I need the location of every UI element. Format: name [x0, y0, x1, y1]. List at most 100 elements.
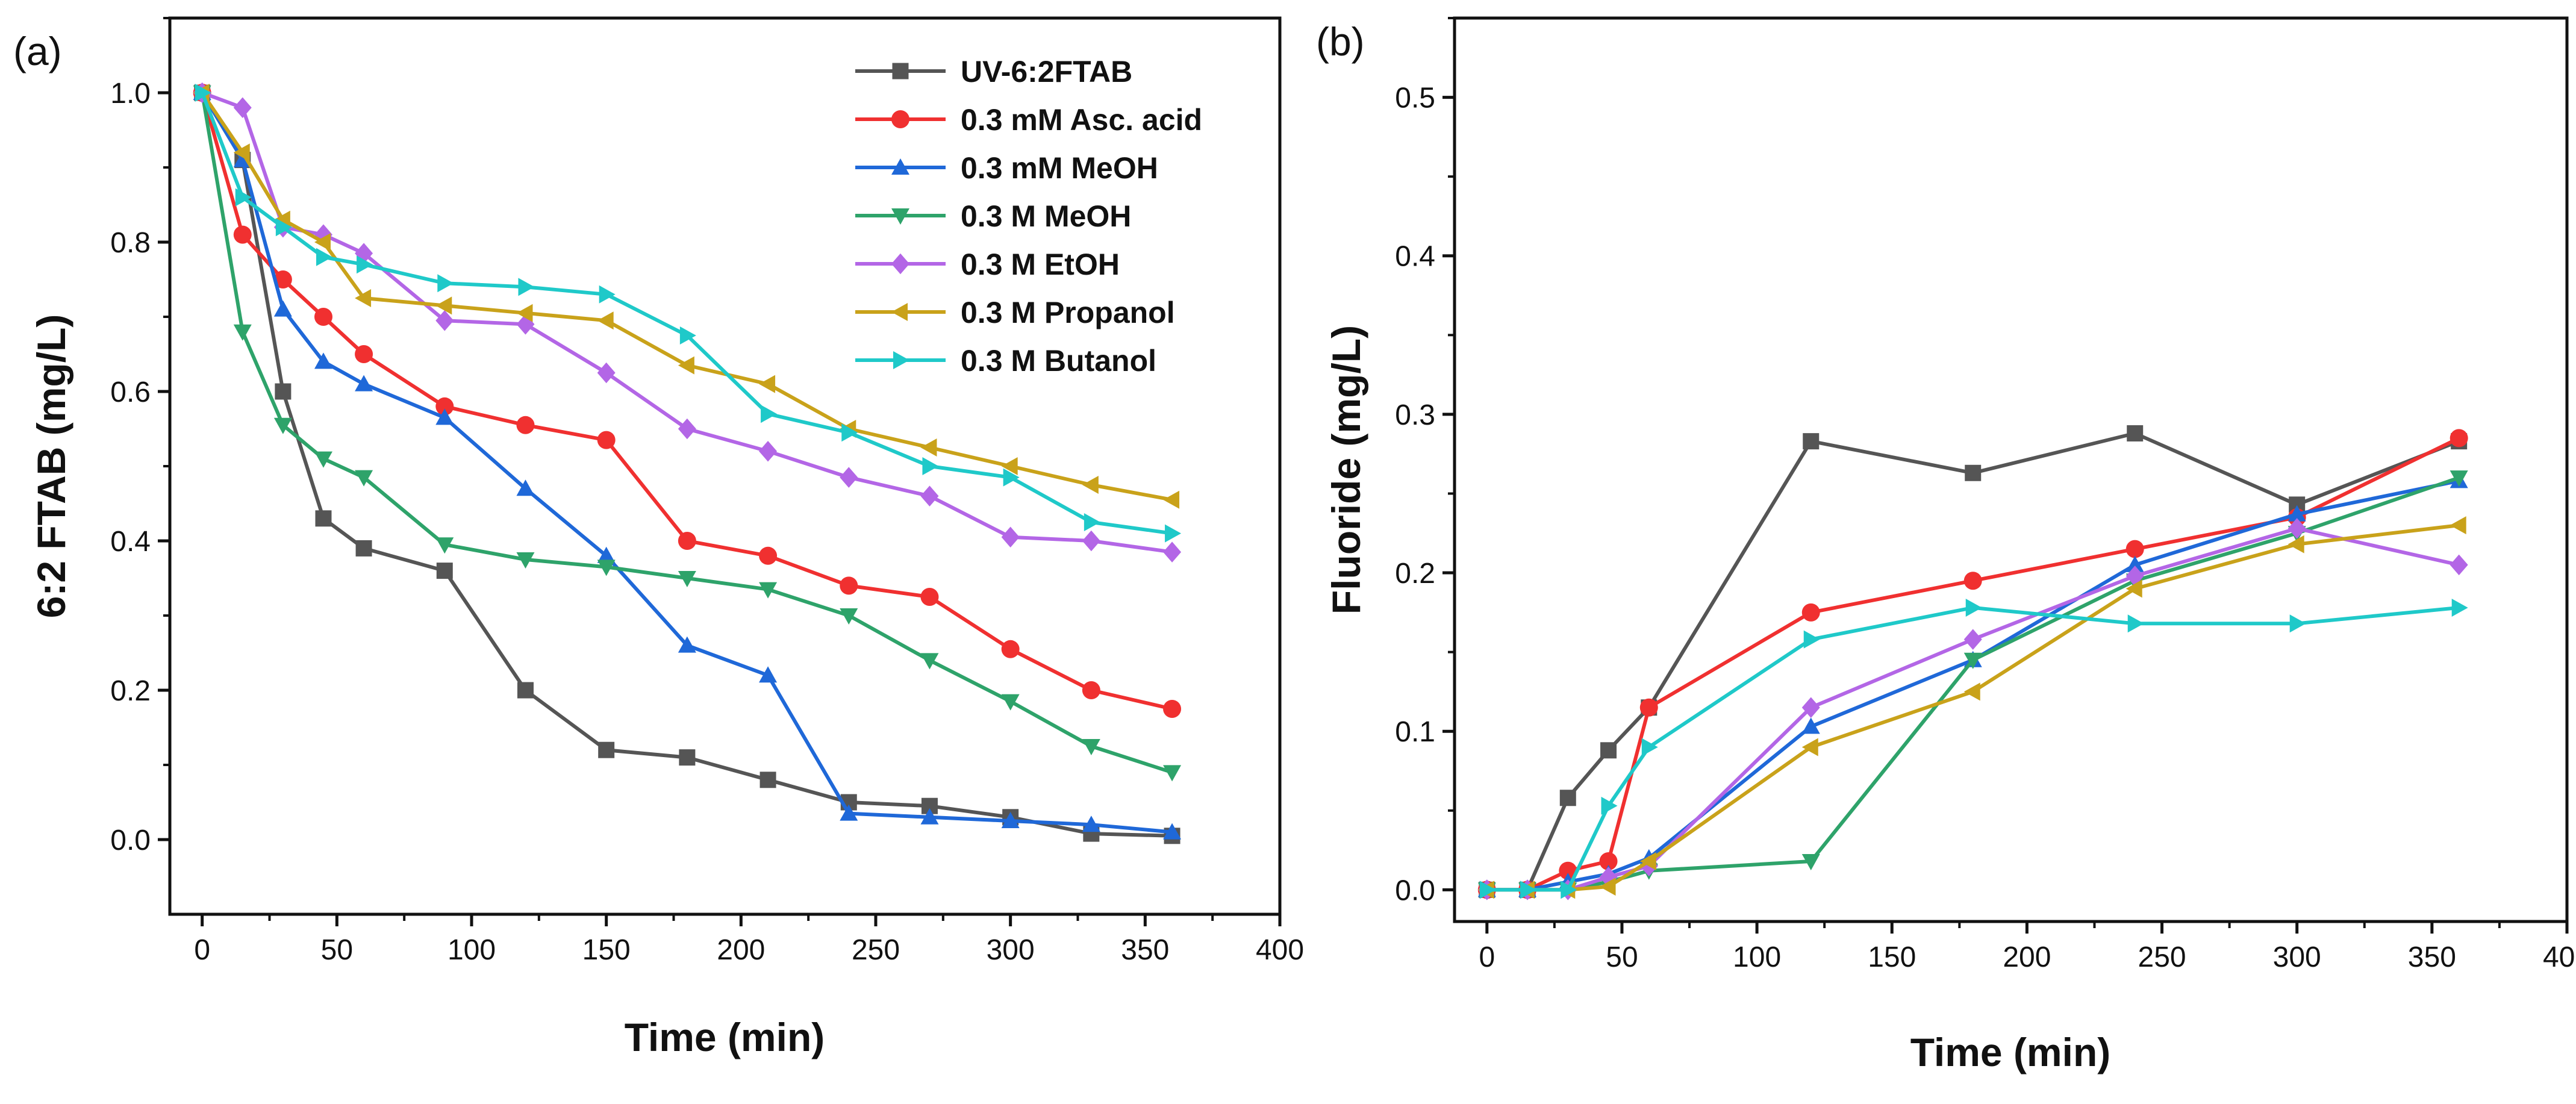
panel-a-series-6-point	[316, 248, 332, 266]
legend-entry-label: 0.3 M MeOH	[961, 199, 1131, 233]
panel-b-series-4-point	[2450, 554, 2468, 576]
panel-a-series-4-point	[1001, 526, 1020, 548]
panel-b-series-6-point	[1965, 598, 1982, 617]
panel-b-series-5-point	[2288, 535, 2304, 554]
panel-a-x-tick-label: 150	[582, 934, 631, 966]
panel-a-legend: UV-6:2FTAB 0.3 mM Asc. acid 0.3 mM MeOH 0.3…	[855, 55, 1202, 378]
panel-a-series-6-point	[518, 278, 535, 296]
panel-a-series-3-point	[355, 470, 373, 487]
panel-b-series-1-point	[1559, 861, 1577, 880]
panel-b-y-axis-title: Fluoride (mg/L)	[1324, 325, 1368, 614]
legend-entry-label: 0.3 mM MeOH	[961, 151, 1158, 185]
panel-a-series-6-point	[357, 255, 373, 274]
panel-a-series-2-point	[840, 804, 858, 821]
panel-a-series-2	[193, 84, 1182, 840]
panel-a-series-0-point	[436, 563, 453, 579]
panel-a-series-2-point	[920, 808, 939, 825]
panel-a-series-1-point	[314, 308, 332, 326]
panel-a-series-3-point	[678, 571, 696, 587]
panel-b-series-2-point	[2288, 505, 2306, 522]
panel-b-x-tick-label: 250	[2138, 941, 2186, 973]
panel-a-series-5-point	[516, 304, 533, 322]
panel-b-series-3-line	[1486, 476, 2460, 892]
panel-b-series-6-point	[1601, 796, 1618, 815]
panel-a-series-3-point	[1163, 765, 1182, 782]
panel-b-y-tick-label: 0.4	[1395, 241, 1435, 273]
panel-a-series-2-point	[759, 666, 778, 683]
panel-b-series-0-point	[2127, 425, 2144, 441]
panel-a-series-5	[193, 84, 1180, 509]
panel-a-series-1-point	[1163, 700, 1182, 718]
panel-a-series-3-point	[273, 417, 292, 434]
panel-b-x-tick-label: 400	[2543, 941, 2576, 973]
panel-b-series-3-point	[2450, 470, 2468, 487]
panel-a-y-axis-title: 6:2 FTAB (mg/L)	[29, 314, 73, 619]
panel-b-series-1-point	[1599, 852, 1618, 870]
panel-b-series-4-point	[2288, 518, 2306, 539]
panel-a-series-6-point	[437, 274, 454, 293]
panel-a-series-6-point	[1165, 524, 1182, 543]
panel-a-series-6	[195, 84, 1182, 543]
panel-b-series-4-point	[1963, 629, 1982, 650]
panel-b-y-tick-label: 0.2	[1395, 558, 1435, 590]
panel-a-x-tick-label: 400	[1256, 934, 1304, 966]
panel-b-series-5-point	[1801, 738, 1818, 756]
panel-a-series-6-point	[922, 457, 939, 475]
panel-a-series-4-point	[233, 97, 252, 119]
panel-a-series-3-point	[233, 324, 252, 341]
panel-a-series-6-point	[599, 285, 616, 304]
panel-b-series-4-point	[1801, 697, 1820, 718]
panel-a-series-1-line	[200, 92, 1173, 711]
panel-b-y-tick-label: 0.1	[1395, 716, 1435, 748]
panel-b-fluoride-chart: (b) 0 50 100 150 200 250 300 350 400 0.0 0.1 0.2 0.3…	[1316, 16, 2576, 1074]
panel-a-series-4-point	[678, 418, 696, 440]
panel-b-series-1-point	[1639, 698, 1658, 717]
legend-swatch-marker	[892, 63, 909, 80]
panel-a-y-tick-label: 0.4	[110, 526, 151, 558]
panel-a-series-4-point	[435, 310, 454, 331]
panel-a-series-3-point	[759, 582, 778, 599]
panel-b-x-tick-label: 100	[1733, 941, 1781, 973]
panel-a-series-1-point	[355, 345, 373, 363]
panel-b-series-0-point	[1600, 742, 1617, 759]
panel-a-y-tick-label: 0.0	[110, 825, 151, 856]
panel-b-x-axis-title: Time (min)	[1910, 1030, 2110, 1074]
panel-a-series-1-point	[597, 431, 616, 449]
panel-a-series-4-point	[920, 485, 939, 507]
panel-b-x-tick-label: 50	[1606, 941, 1638, 973]
panel-a-series-0-point	[679, 749, 696, 766]
panel-a-series-3-point	[435, 537, 454, 554]
panel-a-series-6-point	[1084, 513, 1100, 531]
panel-a-x-tick-label: 0	[194, 934, 210, 966]
panel-a-series-2-point	[435, 408, 454, 425]
panel-a-series-3-point	[314, 451, 332, 468]
panel-a-series-6-point	[679, 326, 696, 345]
panel-a-series-2-point	[516, 479, 535, 496]
panel-b-x-tick-label: 350	[2408, 941, 2456, 973]
panel-a-series-5-point	[920, 438, 937, 457]
panel-b-x-tick-label: 200	[2003, 941, 2051, 973]
panel-a-series-0-point	[315, 510, 332, 527]
panel-b-plot-frame	[1453, 16, 2569, 923]
panel-b-series-2	[1477, 472, 2468, 897]
panel-a-series-2-point	[314, 352, 332, 369]
panel-a-series-5-point	[759, 375, 776, 393]
panel-b-series-2-line	[1486, 479, 2460, 892]
panel-b-series-1-point	[2450, 429, 2468, 448]
panel-a-y-tick-label: 0.2	[110, 675, 151, 707]
panel-b-series-6-point	[2451, 598, 2468, 617]
panel-b-x-tick-label: 150	[1868, 941, 1916, 973]
panel-a-series-2-point	[355, 375, 373, 391]
panel-b-series-6-point	[1520, 881, 1537, 899]
panel-a-y-tick-label: 0.6	[110, 376, 151, 408]
legend-swatch-marker	[891, 253, 909, 275]
panel-a-series-0-point	[275, 383, 292, 400]
panel-b-series-6-point	[1641, 738, 1658, 756]
panel-a-series-0-point	[355, 540, 372, 557]
panel-b-series-3-point	[1963, 652, 1982, 669]
panel-a-series-6-point	[235, 188, 252, 207]
panel-a-x-tick-label: 100	[448, 934, 496, 966]
panel-a-series-5-point	[233, 143, 250, 162]
panel-b-x-tick-label: 300	[2273, 941, 2321, 973]
panel-a-series-1-point	[435, 397, 454, 416]
